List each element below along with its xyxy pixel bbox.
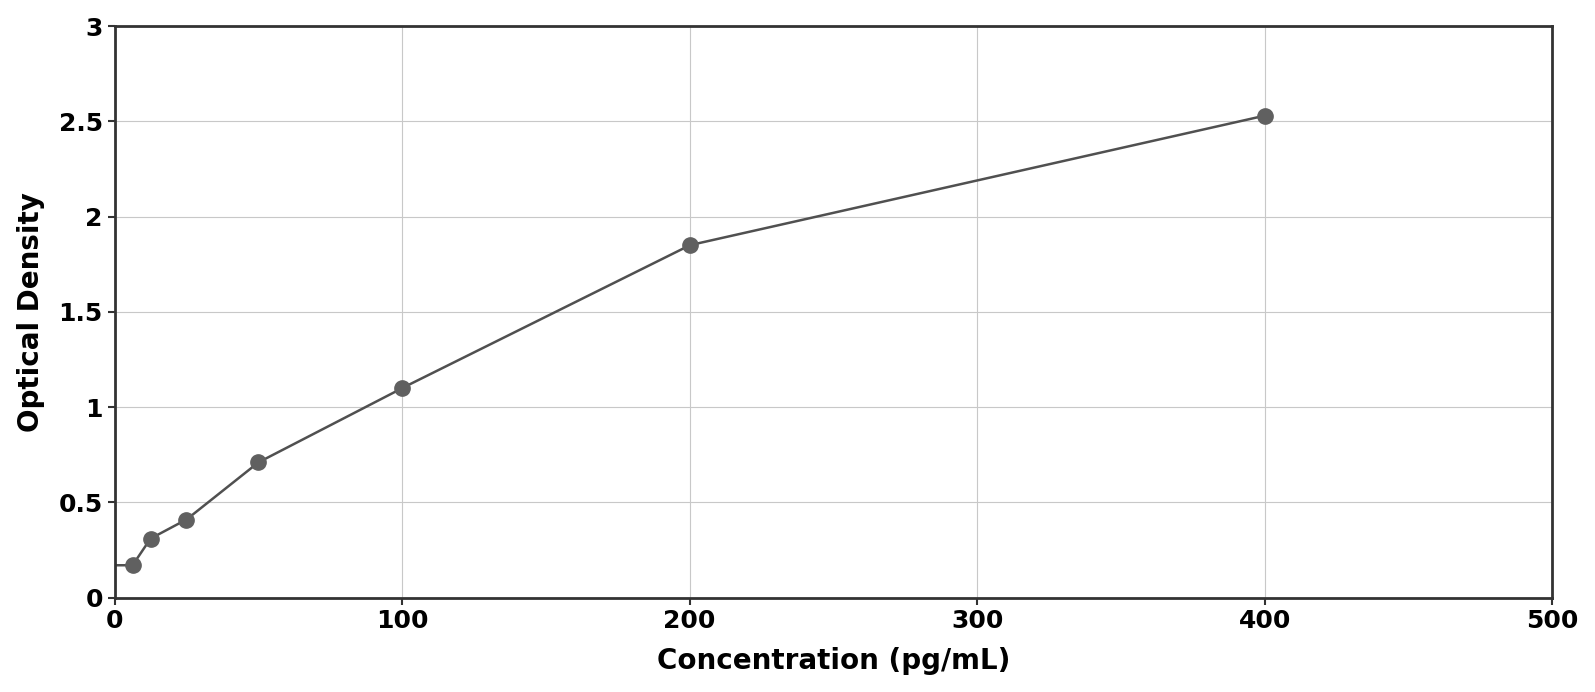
Point [137, 533, 163, 544]
Point [174, 514, 199, 525]
X-axis label: Concentration (pg/mL): Concentration (pg/mL) [657, 647, 1010, 675]
Y-axis label: Optical Density: Optical Density [16, 192, 45, 432]
Point [1252, 110, 1278, 121]
Point [120, 560, 145, 571]
Point [246, 457, 271, 468]
Point [676, 239, 702, 251]
Point [389, 383, 415, 394]
